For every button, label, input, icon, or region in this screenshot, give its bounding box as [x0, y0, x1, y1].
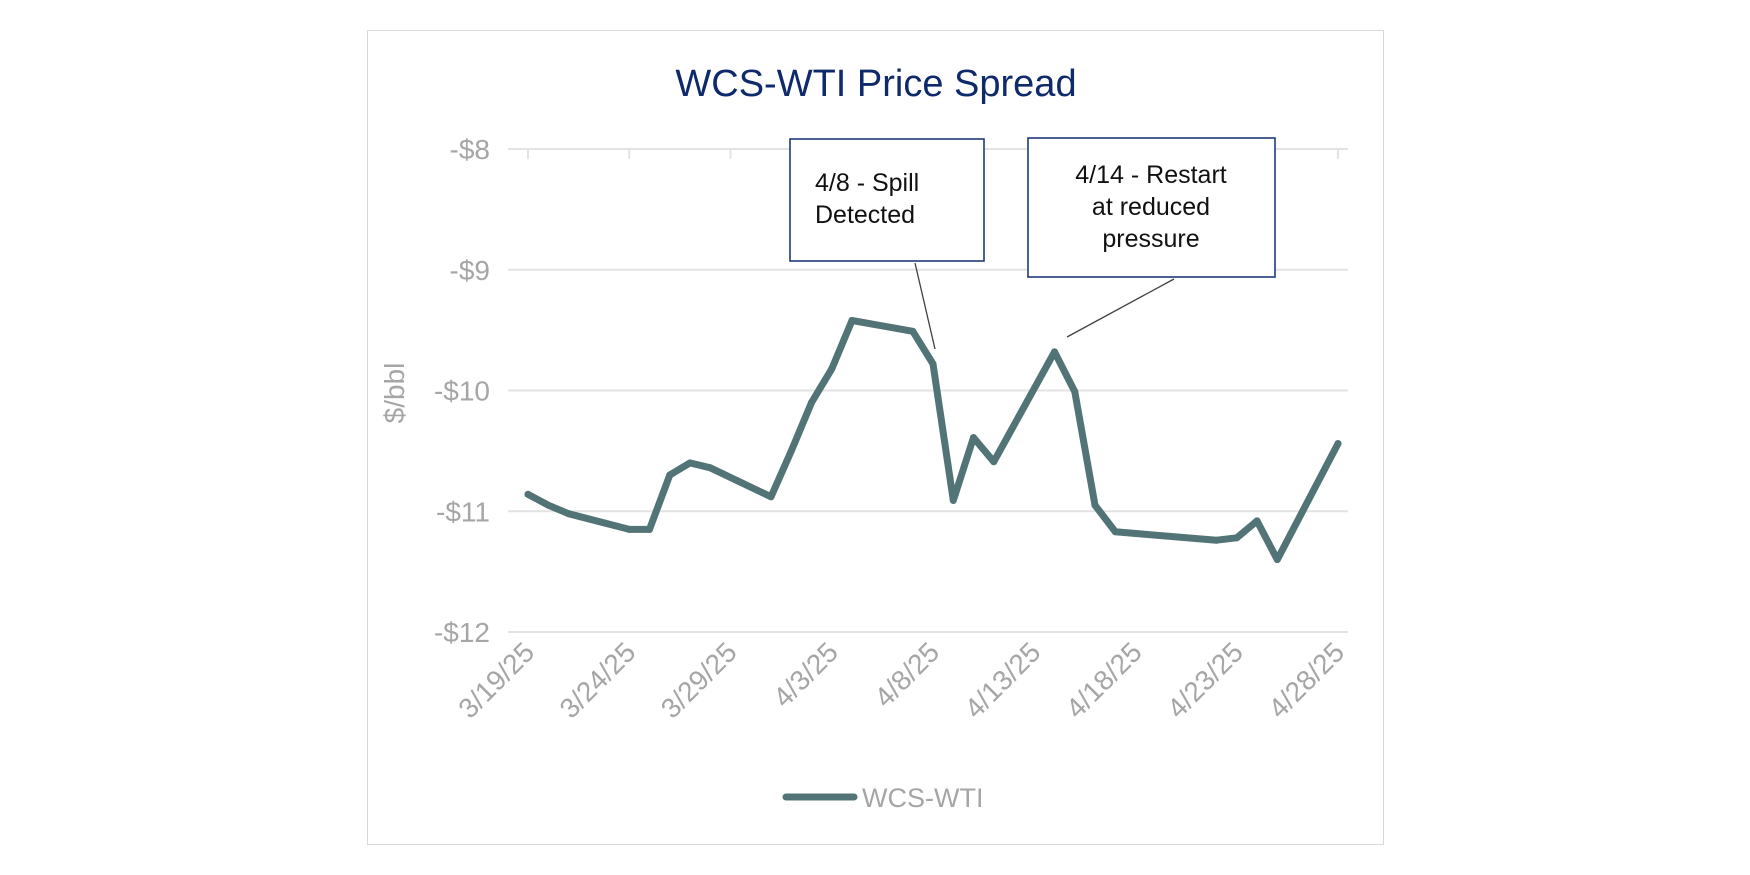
data-point — [625, 525, 633, 533]
x-tick-label: 4/23/25 — [1161, 636, 1249, 724]
chart-title: WCS-WTI Price Spread — [675, 63, 1076, 105]
data-point — [949, 496, 957, 504]
y-tick-label: -$8 — [450, 134, 490, 165]
chart-frame: WCS-WTI Price Spread $/bbl -$8 -$9 -$10 -$1… — [367, 30, 1384, 845]
annotation-callout: 4/14 - Restart at reduced pressure — [1027, 137, 1276, 338]
annotation-box — [789, 138, 985, 262]
y-tick-labels: -$8 -$9 -$10 -$11 -$12 — [434, 134, 490, 648]
x-tick-label: 4/28/25 — [1262, 636, 1350, 724]
x-tick-label: 4/13/25 — [959, 636, 1047, 724]
data-point — [808, 399, 815, 407]
data-point — [1273, 556, 1281, 564]
annotation-text: pressure — [1102, 225, 1199, 253]
data-point — [565, 510, 572, 518]
annotation-text: Detected — [815, 201, 915, 229]
data-point — [909, 327, 917, 335]
y-tick-label: -$9 — [450, 255, 490, 286]
y-tick-label: -$12 — [434, 617, 490, 648]
annotations: 4/8 - Spill Detected 4/14 - Restart at redu… — [789, 137, 1276, 350]
annotation-box — [1027, 137, 1276, 278]
y-tick-label: -$10 — [434, 376, 490, 407]
data-point — [686, 459, 694, 467]
data-point — [1233, 534, 1241, 542]
y-tick-label: -$11 — [436, 496, 490, 527]
data-point — [706, 464, 714, 472]
legend: WCS-WTI — [782, 783, 983, 813]
data-point — [1253, 517, 1261, 525]
data-point — [1071, 388, 1079, 396]
data-point — [524, 490, 532, 498]
legend-label: WCS-WTI — [862, 783, 983, 813]
annotation-text: 4/8 - Spill — [815, 169, 919, 197]
y-axis-label: $/bbl — [379, 363, 410, 424]
data-point — [990, 458, 998, 466]
data-point — [646, 525, 653, 533]
data-point — [544, 501, 552, 509]
annotation-leader-line — [914, 262, 936, 350]
x-tick-label: 3/19/25 — [452, 636, 540, 724]
x-tick-label: 4/8/25 — [868, 636, 945, 713]
annotation-text: 4/14 - Restart — [1075, 161, 1227, 189]
data-point — [1051, 348, 1058, 356]
series-line-wcs-wti — [524, 317, 1342, 564]
data-point — [848, 316, 856, 324]
chart-svg: WCS-WTI Price Spread $/bbl -$8 -$9 -$10 -$1… — [379, 63, 1350, 813]
data-point — [970, 434, 977, 442]
data-point — [767, 493, 775, 501]
data-point — [666, 471, 674, 479]
data-point — [1091, 501, 1099, 509]
data-point — [1334, 440, 1342, 448]
x-tick-label: 4/3/25 — [767, 636, 844, 713]
annotation-text: at reduced — [1092, 193, 1210, 221]
series-layer — [524, 316, 1342, 564]
data-point — [929, 360, 937, 368]
x-tick-label: 3/29/25 — [655, 636, 743, 724]
data-point — [1111, 528, 1119, 536]
x-tick-labels: 3/19/25 3/24/25 3/29/25 4/3/25 4/8/25 4/13/25… — [452, 636, 1350, 724]
data-point — [1213, 536, 1220, 544]
annotation-leader-line — [1066, 278, 1175, 338]
annotation-callout: 4/8 - Spill Detected — [789, 138, 985, 350]
x-tick-label: 3/24/25 — [554, 636, 642, 724]
data-point — [828, 365, 836, 373]
data-point — [787, 447, 795, 455]
x-tick-label: 4/18/25 — [1060, 636, 1148, 724]
